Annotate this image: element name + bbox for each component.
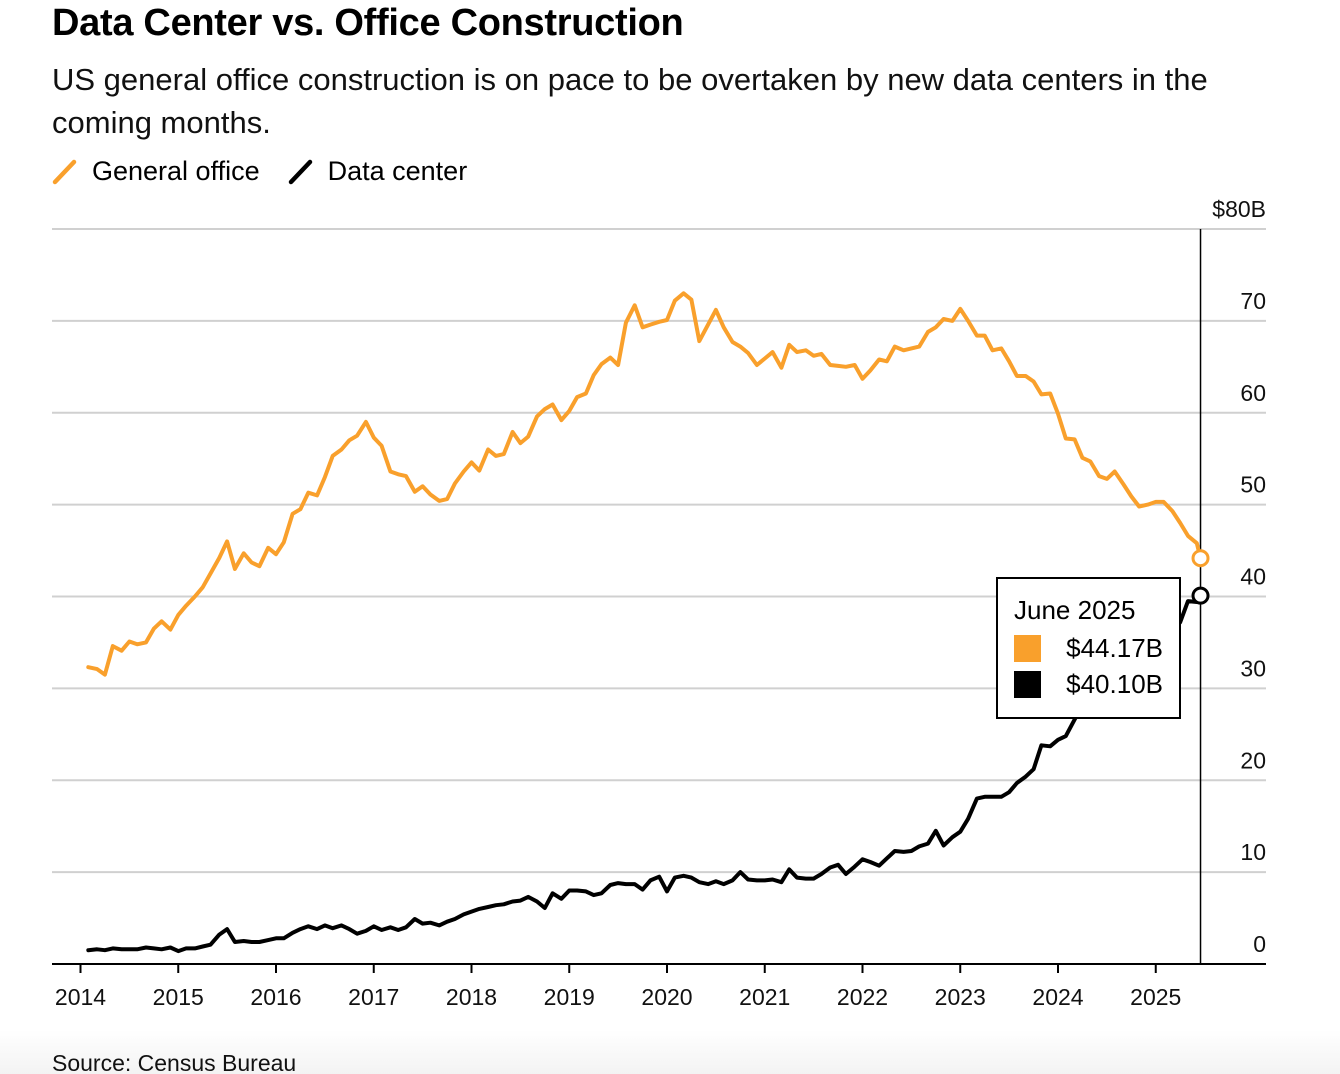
gridlines [52,228,1266,874]
tooltip-swatch-data-center [1014,670,1041,698]
tooltip-swatch-office [1014,634,1041,662]
series-line-general-office [86,291,1203,677]
legend-line-icon-office [52,159,77,185]
y-tick-label-50: 50 [1240,472,1266,498]
tooltip-value-data-center: $40.10B [1066,668,1163,699]
y-tick-label-20: 20 [1240,747,1266,773]
legend: General office Data center [52,154,495,188]
tooltip-row-data-center: $40.10B [1014,666,1163,702]
x-tick-label-2023: 2023 [935,984,986,1010]
chart-subtitle: US general office construction is on pac… [52,62,1208,140]
highlight-point-general-office[interactable] [1191,549,1210,568]
y-tick-label-70: 70 [1240,288,1266,314]
source-note: Source: Census Bureau [52,1050,297,1074]
y-axis-tick-labels: 0 10 20 30 40 50 60 70 $80B [1212,196,1266,957]
highlight-markers [1191,549,1210,605]
tooltip-value-office: $44.17B [1066,632,1163,663]
legend-label-general-office: General office [92,155,260,186]
y-tick-label-30: 30 [1240,655,1266,681]
x-tick-label-2022: 2022 [837,984,888,1010]
x-tick-label-2020: 2020 [641,984,692,1010]
legend-label-data-center: Data center [327,155,468,186]
x-axis: 2014 2015 2016 2017 2018 2019 2020 2021 2022 2023… [52,963,1266,1010]
legend-item-general-office[interactable]: General office [52,156,260,187]
y-tick-label-80: $80B [1212,196,1266,222]
x-tick-label-2025: 2025 [1130,984,1181,1010]
hover-tooltip: June 2025 $44.17B $40.10B [996,577,1181,719]
series-lines [86,291,1203,954]
tooltip-date: June 2025 [1014,595,1136,625]
highlight-point-data-center[interactable] [1191,586,1210,605]
chart-plot-area: 0 10 20 30 40 50 60 70 $80B 2014 2015 2016 2017 2018… [52,196,1266,1010]
x-tick-label-2021: 2021 [739,984,790,1010]
x-tick-label-2016: 2016 [250,984,301,1010]
x-tick-label-2014: 2014 [55,984,106,1010]
y-tick-label-0: 0 [1253,931,1266,957]
x-tick-label-2024: 2024 [1032,984,1083,1010]
y-tick-label-10: 10 [1240,839,1266,865]
tooltip-row-office: $44.17B [1014,630,1163,666]
x-tick-label-2018: 2018 [446,984,497,1010]
x-tick-label-2019: 2019 [544,984,595,1010]
y-tick-label-60: 60 [1240,380,1266,406]
legend-item-data-center[interactable]: Data center [288,155,468,187]
series-line-data-center [86,593,1203,954]
x-tick-label-2015: 2015 [153,984,204,1010]
chart-title: Data Center vs. Office Construction [52,2,684,44]
legend-line-icon-data-center [288,159,312,185]
x-tick-label-2017: 2017 [348,984,399,1010]
y-tick-label-40: 40 [1240,564,1266,590]
